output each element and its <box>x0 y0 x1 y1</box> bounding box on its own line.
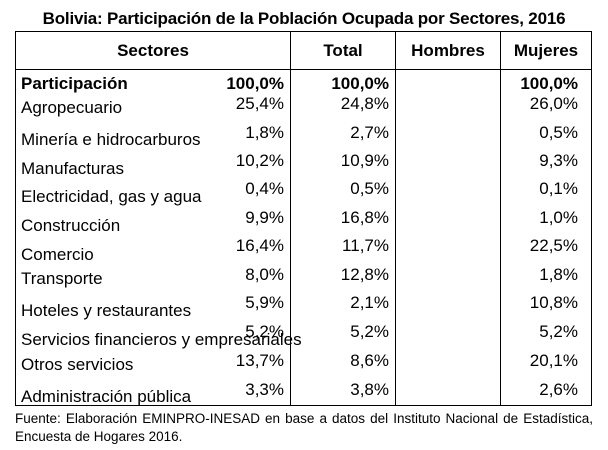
table-row: Servicios financieros y empresariales 5,… <box>16 321 591 349</box>
value-total: 100,0% <box>226 74 284 93</box>
row-label: Manufacturas <box>21 159 124 178</box>
header-hombres: Hombres <box>411 41 485 60</box>
table-row: Comercio 16,4% 11,7% 22,5% <box>16 236 591 264</box>
row-label: Administración pública <box>21 387 192 406</box>
value-mujeres: 1,0% <box>539 208 578 227</box>
value-total: 8,0% <box>245 265 284 284</box>
row-label: Minería e hidrocarburos <box>21 130 201 149</box>
value-mujeres: 0,5% <box>539 123 578 142</box>
table-row: Manufacturas 10,2% 10,9% 9,3% <box>16 150 591 178</box>
value-hombres: 16,8% <box>340 208 389 227</box>
row-label: Participación <box>21 74 128 93</box>
value-hombres: 100,0% <box>331 74 389 93</box>
column-divider <box>290 32 291 405</box>
value-total: 25,4% <box>235 94 284 113</box>
header-sectores: Sectores <box>117 41 189 60</box>
value-hombres: 24,8% <box>340 94 389 113</box>
column-divider <box>500 32 501 405</box>
value-total: 1,8% <box>245 123 284 142</box>
value-mujeres: 20,1% <box>529 351 578 370</box>
row-label: Comercio <box>21 245 94 264</box>
row-label: Agropecuario <box>21 98 123 117</box>
value-hombres: 5,2% <box>350 322 389 341</box>
value-mujeres: 9,3% <box>539 151 578 170</box>
table-row: Participación 100,0% 100,0% 100,0% <box>16 73 591 101</box>
source-note: Fuente: Elaboración EMINPRO-INESAD en ba… <box>15 411 593 444</box>
value-total: 5,9% <box>245 293 284 312</box>
value-total: 9,9% <box>245 208 284 227</box>
value-total: 5,2% <box>245 322 284 341</box>
value-hombres: 10,9% <box>340 151 389 170</box>
value-hombres: 12,8% <box>340 265 389 284</box>
table-title: Bolivia: Participación de la Población O… <box>42 9 566 28</box>
value-mujeres: 26,0% <box>529 94 578 113</box>
table-row: Hoteles y restaurantes 5,9% 2,1% 10,8% <box>16 292 591 320</box>
value-mujeres: 1,8% <box>539 265 578 284</box>
row-label: Electricidad, gas y agua <box>21 187 202 206</box>
value-total: 0,4% <box>245 179 284 198</box>
value-mujeres: 0,1% <box>539 179 578 198</box>
value-hombres: 2,1% <box>350 293 389 312</box>
value-total: 13,7% <box>235 351 284 370</box>
row-label: Otros servicios <box>21 355 134 374</box>
header-total: Total <box>323 41 363 60</box>
value-mujeres: 5,2% <box>539 322 578 341</box>
header-mujeres: Mujeres <box>513 41 579 60</box>
table-row: Minería e hidrocarburos 1,8% 2,7% 0,5% <box>16 121 591 149</box>
value-mujeres: 2,6% <box>539 380 578 399</box>
value-total: 10,2% <box>235 151 284 170</box>
column-divider <box>395 32 396 405</box>
value-total: 16,4% <box>235 236 284 255</box>
row-label: Servicios financieros y empresariales <box>21 330 302 349</box>
row-label: Hoteles y restaurantes <box>21 301 192 320</box>
value-hombres: 2,7% <box>350 123 389 142</box>
row-label: Construcción <box>21 216 121 235</box>
value-total: 3,3% <box>245 380 284 399</box>
value-mujeres: 100,0% <box>520 74 578 93</box>
row-label: Transporte <box>21 269 103 288</box>
value-hombres: 11,7% <box>342 236 389 255</box>
value-mujeres: 22,5% <box>529 236 578 255</box>
value-hombres: 8,6% <box>350 351 389 370</box>
value-hombres: 0,5% <box>350 179 389 198</box>
table-row: Electricidad, gas y agua 0,4% 0,5% 0,1% <box>16 179 591 207</box>
value-hombres: 3,8% <box>350 380 389 399</box>
table-row: Transporte 8,0% 12,8% 1,8% <box>16 263 591 291</box>
table-row: Agropecuario 25,4% 24,8% 26,0% <box>16 92 591 120</box>
table-row: Construcción 9,9% 16,8% 1,0% <box>16 207 591 235</box>
value-mujeres: 10,8% <box>529 293 578 312</box>
table-row: Administración pública 3,3% 3,8% 2,6% <box>16 378 591 406</box>
table-row: Otros servicios 13,7% 8,6% 20,1% <box>16 349 591 377</box>
table-header: Sectores Total Hombres Mujeres <box>16 32 591 70</box>
data-table: Sectores Total Hombres Mujeres Participa… <box>15 31 592 406</box>
